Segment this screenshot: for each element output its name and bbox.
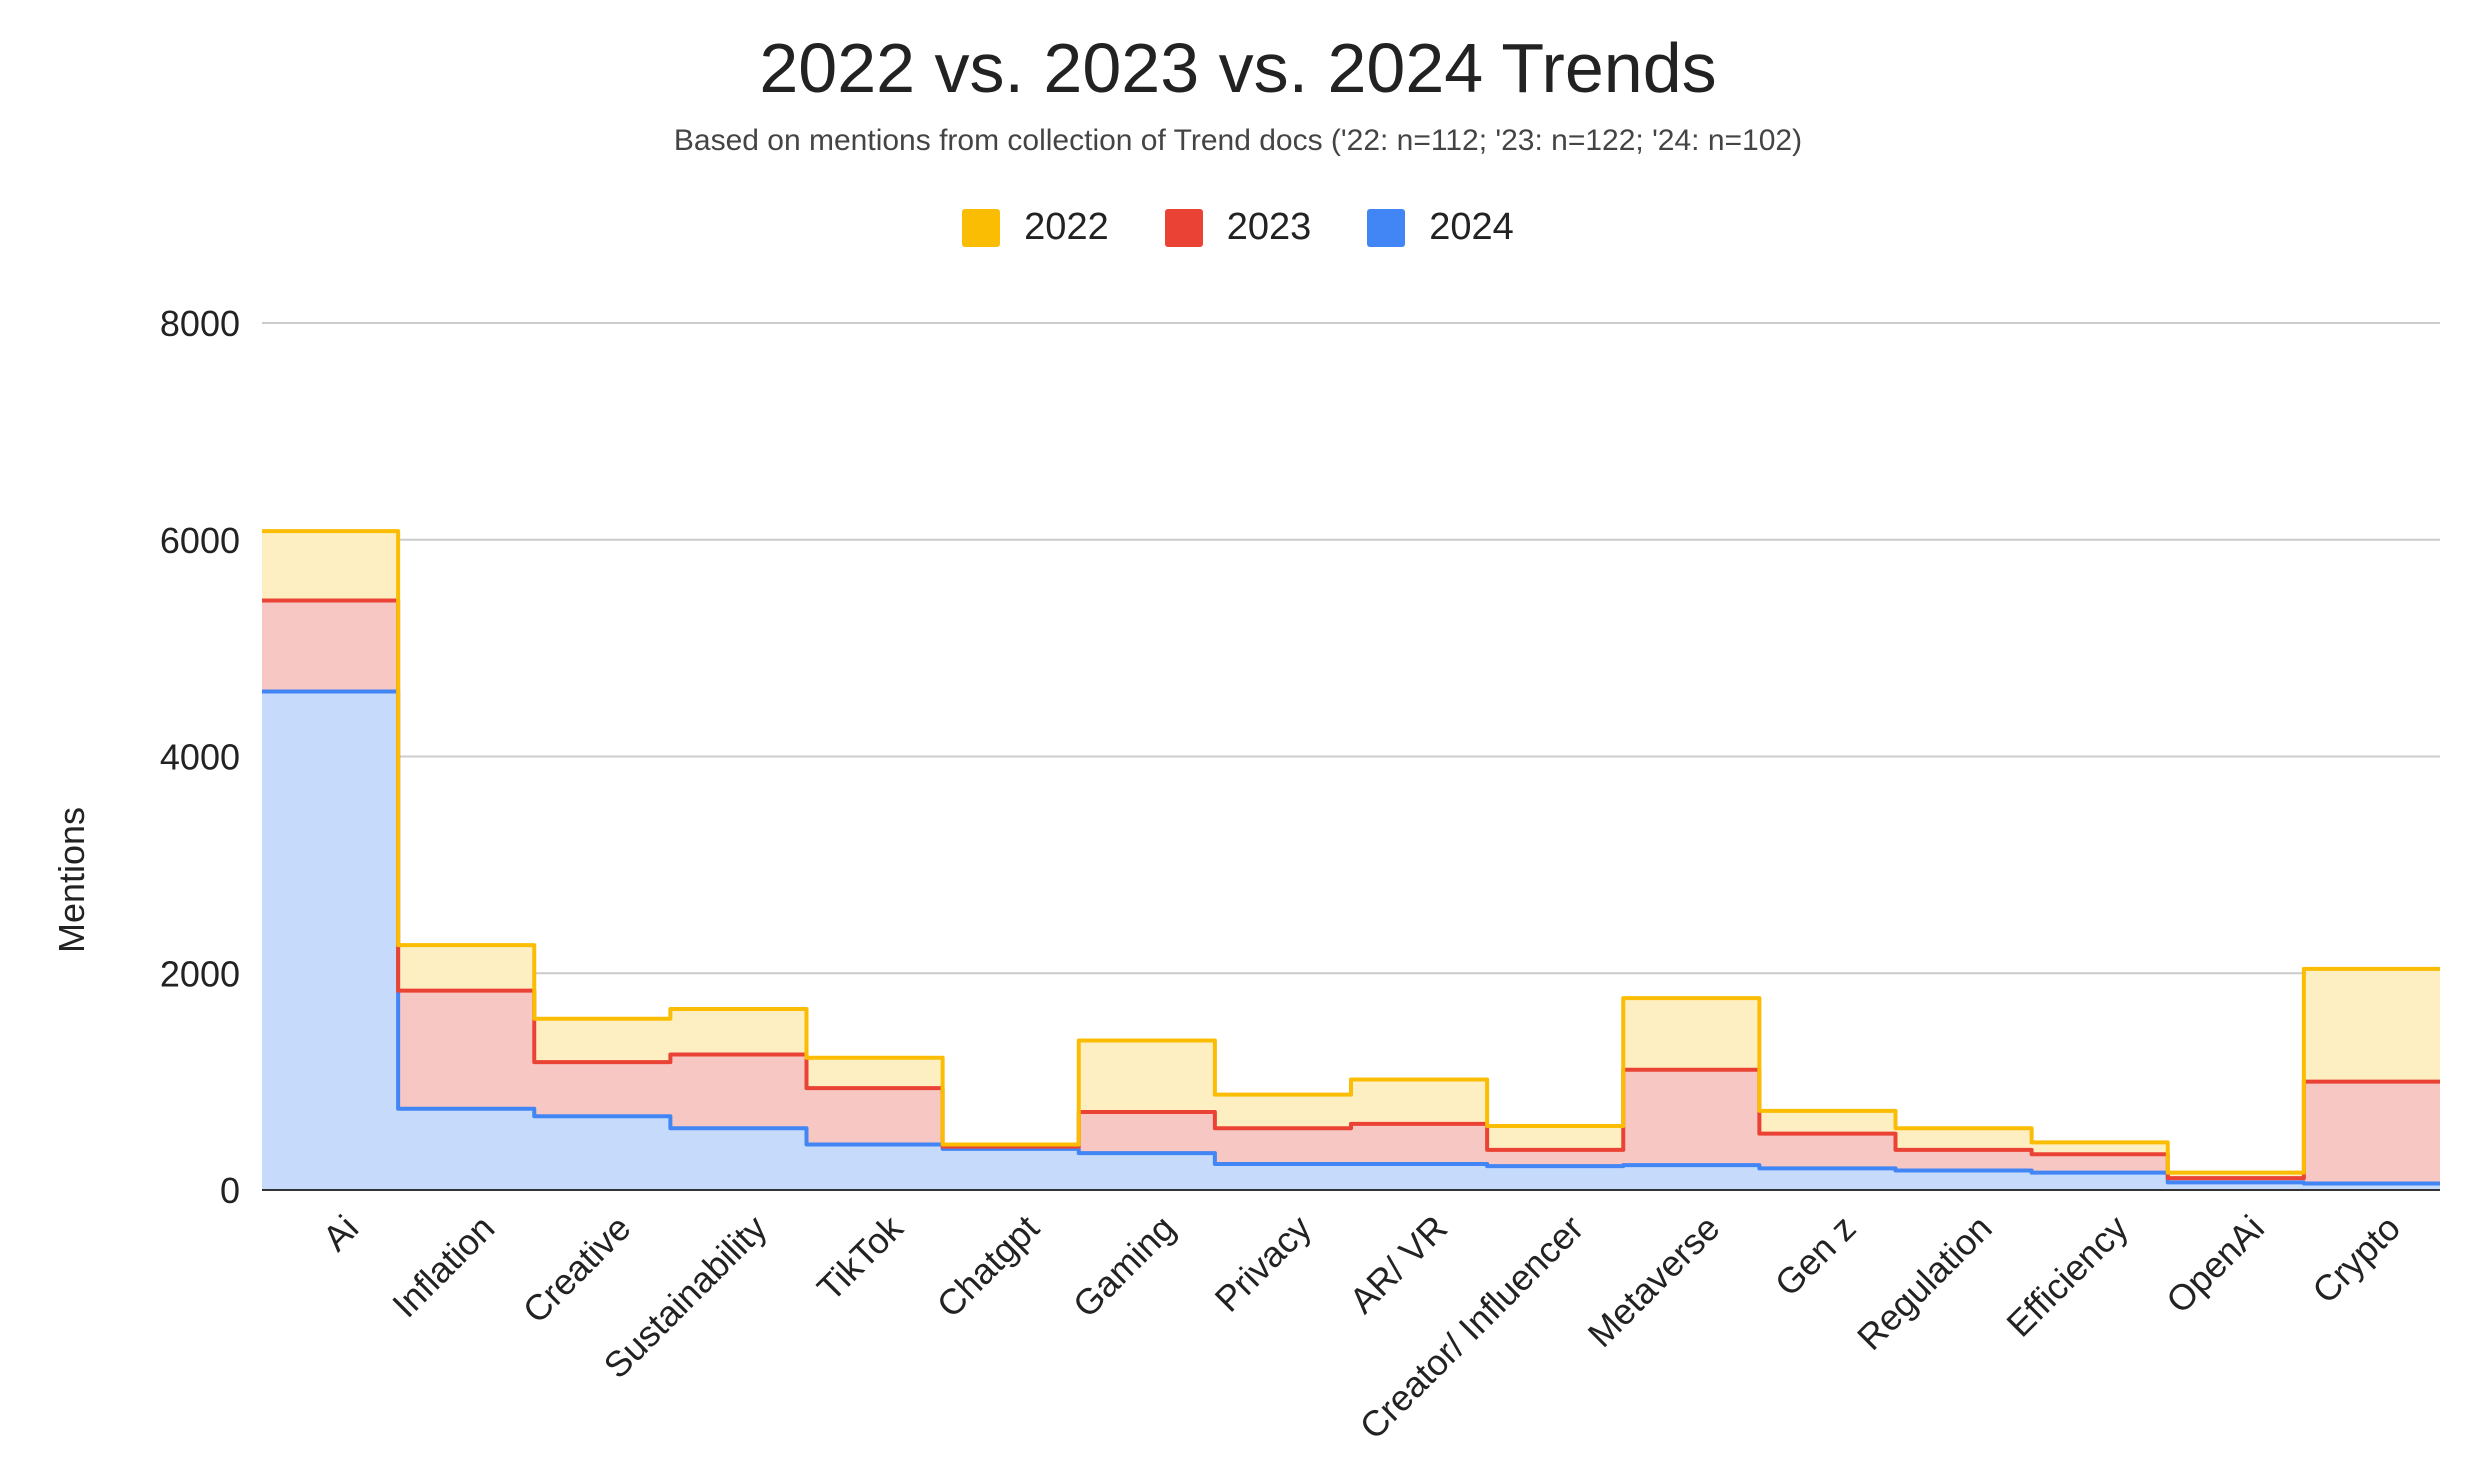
x-tick-label: Chatgpt [929,1207,1047,1325]
legend-label-2022: 2022 [1024,206,1109,248]
x-tick-label: Inflation [384,1207,502,1325]
legend-item-2022[interactable]: 2022 [962,206,1109,249]
legend-swatch-2022 [962,208,1001,247]
legend-label-2023: 2023 [1226,206,1312,248]
y-tick-label: 0 [220,1170,240,1211]
x-tick-label: Efficiency [1998,1207,2135,1344]
x-tick-label: Creator/ Influencer [1352,1207,1592,1447]
x-tick-label: Metaverse [1580,1207,1728,1355]
legend-swatch-2023 [1164,208,1203,247]
y-tick-label: 6000 [160,520,240,561]
legend-swatch-2024 [1367,208,1406,247]
chart-legend: 2022 2023 2024 [0,206,2476,249]
x-tick-label: Creative [515,1207,639,1331]
x-tick-label: Regulation [1849,1207,2000,1358]
x-tick-label: Gaming [1065,1207,1183,1325]
series-lines [262,529,2440,1186]
x-tick-label: AR/ VR [1341,1207,1455,1321]
y-axis-label: Mentions [51,807,92,953]
y-tick-label: 4000 [160,737,240,778]
gridlines [262,322,2440,975]
chart-subtitle: Based on mentions from collection of Tre… [673,124,1803,157]
legend-item-2023[interactable]: 2023 [1164,206,1312,249]
line-2023 [262,598,2440,1181]
x-tick-label: OpenAi [2158,1207,2272,1321]
line-2022 [262,529,2440,1175]
area-2024 [262,691,2440,1190]
x-tick-label: TikTok [809,1206,911,1308]
line-2024 [262,689,2440,1186]
x-tick-label: Gen z [1767,1207,1864,1304]
x-tick-label: Ai [315,1207,367,1259]
x-tick-label: Privacy [1207,1207,1319,1319]
legend-item-2024[interactable]: 2024 [1367,206,1514,249]
y-tick-label: 8000 [160,303,240,344]
x-tick-label: Crypto [2304,1207,2408,1311]
legend-label-2024: 2024 [1429,206,1514,248]
y-tick-label: 2000 [160,953,240,994]
chart-title: 2022 vs. 2023 vs. 2024 Trends [759,29,1717,107]
